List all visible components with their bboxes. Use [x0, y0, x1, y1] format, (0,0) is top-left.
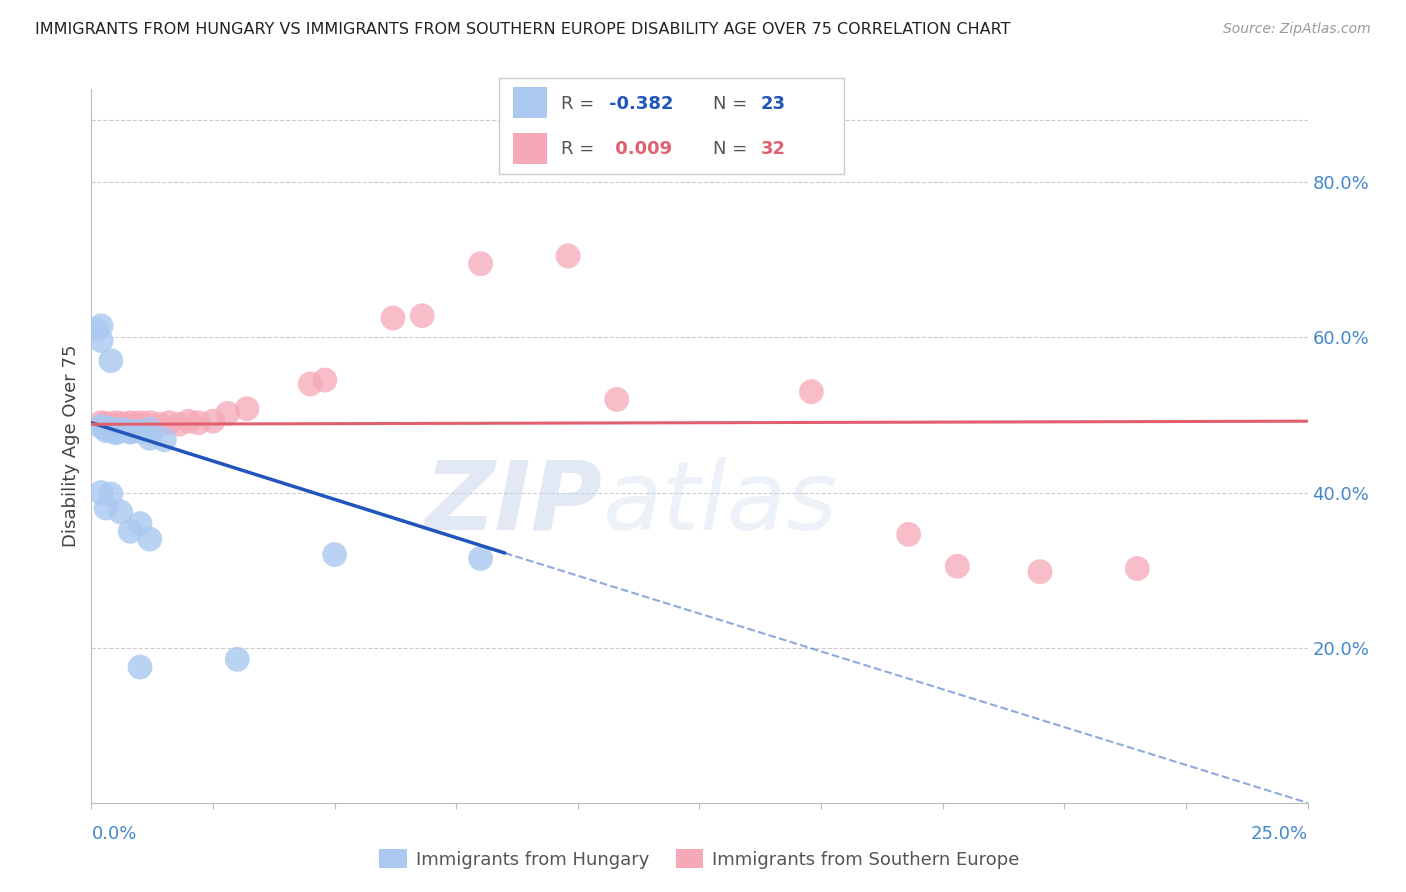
- Point: [139, 416, 162, 430]
- Point: [134, 417, 156, 432]
- Point: [129, 416, 152, 430]
- Y-axis label: Disability Age Over 75: Disability Age Over 75: [62, 344, 80, 548]
- Point: [104, 425, 127, 440]
- Point: [139, 532, 162, 546]
- Point: [314, 373, 336, 387]
- Point: [94, 501, 117, 516]
- Text: 23: 23: [761, 95, 786, 112]
- Text: 0.0%: 0.0%: [91, 825, 136, 843]
- Text: IMMIGRANTS FROM HUNGARY VS IMMIGRANTS FROM SOUTHERN EUROPE DISABILITY AGE OVER 7: IMMIGRANTS FROM HUNGARY VS IMMIGRANTS FR…: [35, 22, 1011, 37]
- Text: R =: R =: [561, 140, 600, 158]
- Point: [217, 406, 239, 420]
- Point: [124, 417, 146, 431]
- Point: [120, 424, 142, 438]
- Text: atlas: atlas: [602, 457, 837, 549]
- Point: [1029, 565, 1052, 579]
- Point: [100, 487, 122, 501]
- Point: [129, 660, 152, 674]
- Point: [100, 424, 122, 438]
- Point: [470, 551, 492, 566]
- Text: ZIP: ZIP: [425, 457, 602, 549]
- Text: N =: N =: [713, 95, 752, 112]
- Text: Source: ZipAtlas.com: Source: ZipAtlas.com: [1223, 22, 1371, 37]
- Point: [1126, 561, 1149, 575]
- Point: [94, 424, 117, 438]
- Legend: Immigrants from Hungary, Immigrants from Southern Europe: Immigrants from Hungary, Immigrants from…: [373, 842, 1026, 876]
- Point: [110, 505, 132, 519]
- Point: [94, 421, 117, 435]
- Text: 25.0%: 25.0%: [1250, 825, 1308, 843]
- Point: [90, 419, 112, 434]
- Text: -0.382: -0.382: [609, 95, 673, 112]
- Point: [148, 417, 170, 432]
- Point: [114, 417, 136, 432]
- Point: [104, 424, 127, 438]
- Point: [129, 424, 152, 438]
- Point: [90, 318, 112, 333]
- Point: [90, 485, 112, 500]
- Point: [299, 376, 322, 391]
- Point: [153, 433, 176, 447]
- Point: [104, 416, 127, 430]
- Point: [100, 417, 122, 432]
- Point: [120, 416, 142, 430]
- Point: [90, 334, 112, 348]
- Point: [470, 257, 492, 271]
- Point: [114, 424, 136, 438]
- Point: [94, 417, 117, 431]
- Point: [110, 417, 132, 431]
- Point: [100, 422, 122, 436]
- Point: [110, 423, 132, 437]
- Point: [100, 353, 122, 368]
- Point: [411, 309, 433, 323]
- Point: [167, 417, 190, 432]
- Point: [110, 418, 132, 433]
- FancyBboxPatch shape: [513, 87, 547, 118]
- Point: [557, 249, 579, 263]
- Point: [90, 416, 112, 430]
- Point: [129, 516, 152, 531]
- Point: [139, 422, 162, 436]
- Point: [84, 323, 107, 337]
- Point: [139, 431, 162, 445]
- Point: [120, 524, 142, 539]
- Point: [120, 425, 142, 439]
- Point: [323, 548, 346, 562]
- Text: 0.009: 0.009: [609, 140, 672, 158]
- Point: [897, 527, 920, 541]
- Point: [946, 559, 969, 574]
- Point: [800, 384, 823, 399]
- Point: [177, 414, 200, 428]
- Point: [226, 652, 249, 666]
- Text: R =: R =: [561, 95, 600, 112]
- Point: [187, 416, 209, 430]
- Text: 32: 32: [761, 140, 786, 158]
- Point: [236, 401, 259, 416]
- Point: [382, 311, 405, 326]
- Point: [157, 416, 180, 430]
- Point: [202, 414, 225, 428]
- Text: N =: N =: [713, 140, 752, 158]
- Point: [606, 392, 628, 407]
- FancyBboxPatch shape: [513, 134, 547, 164]
